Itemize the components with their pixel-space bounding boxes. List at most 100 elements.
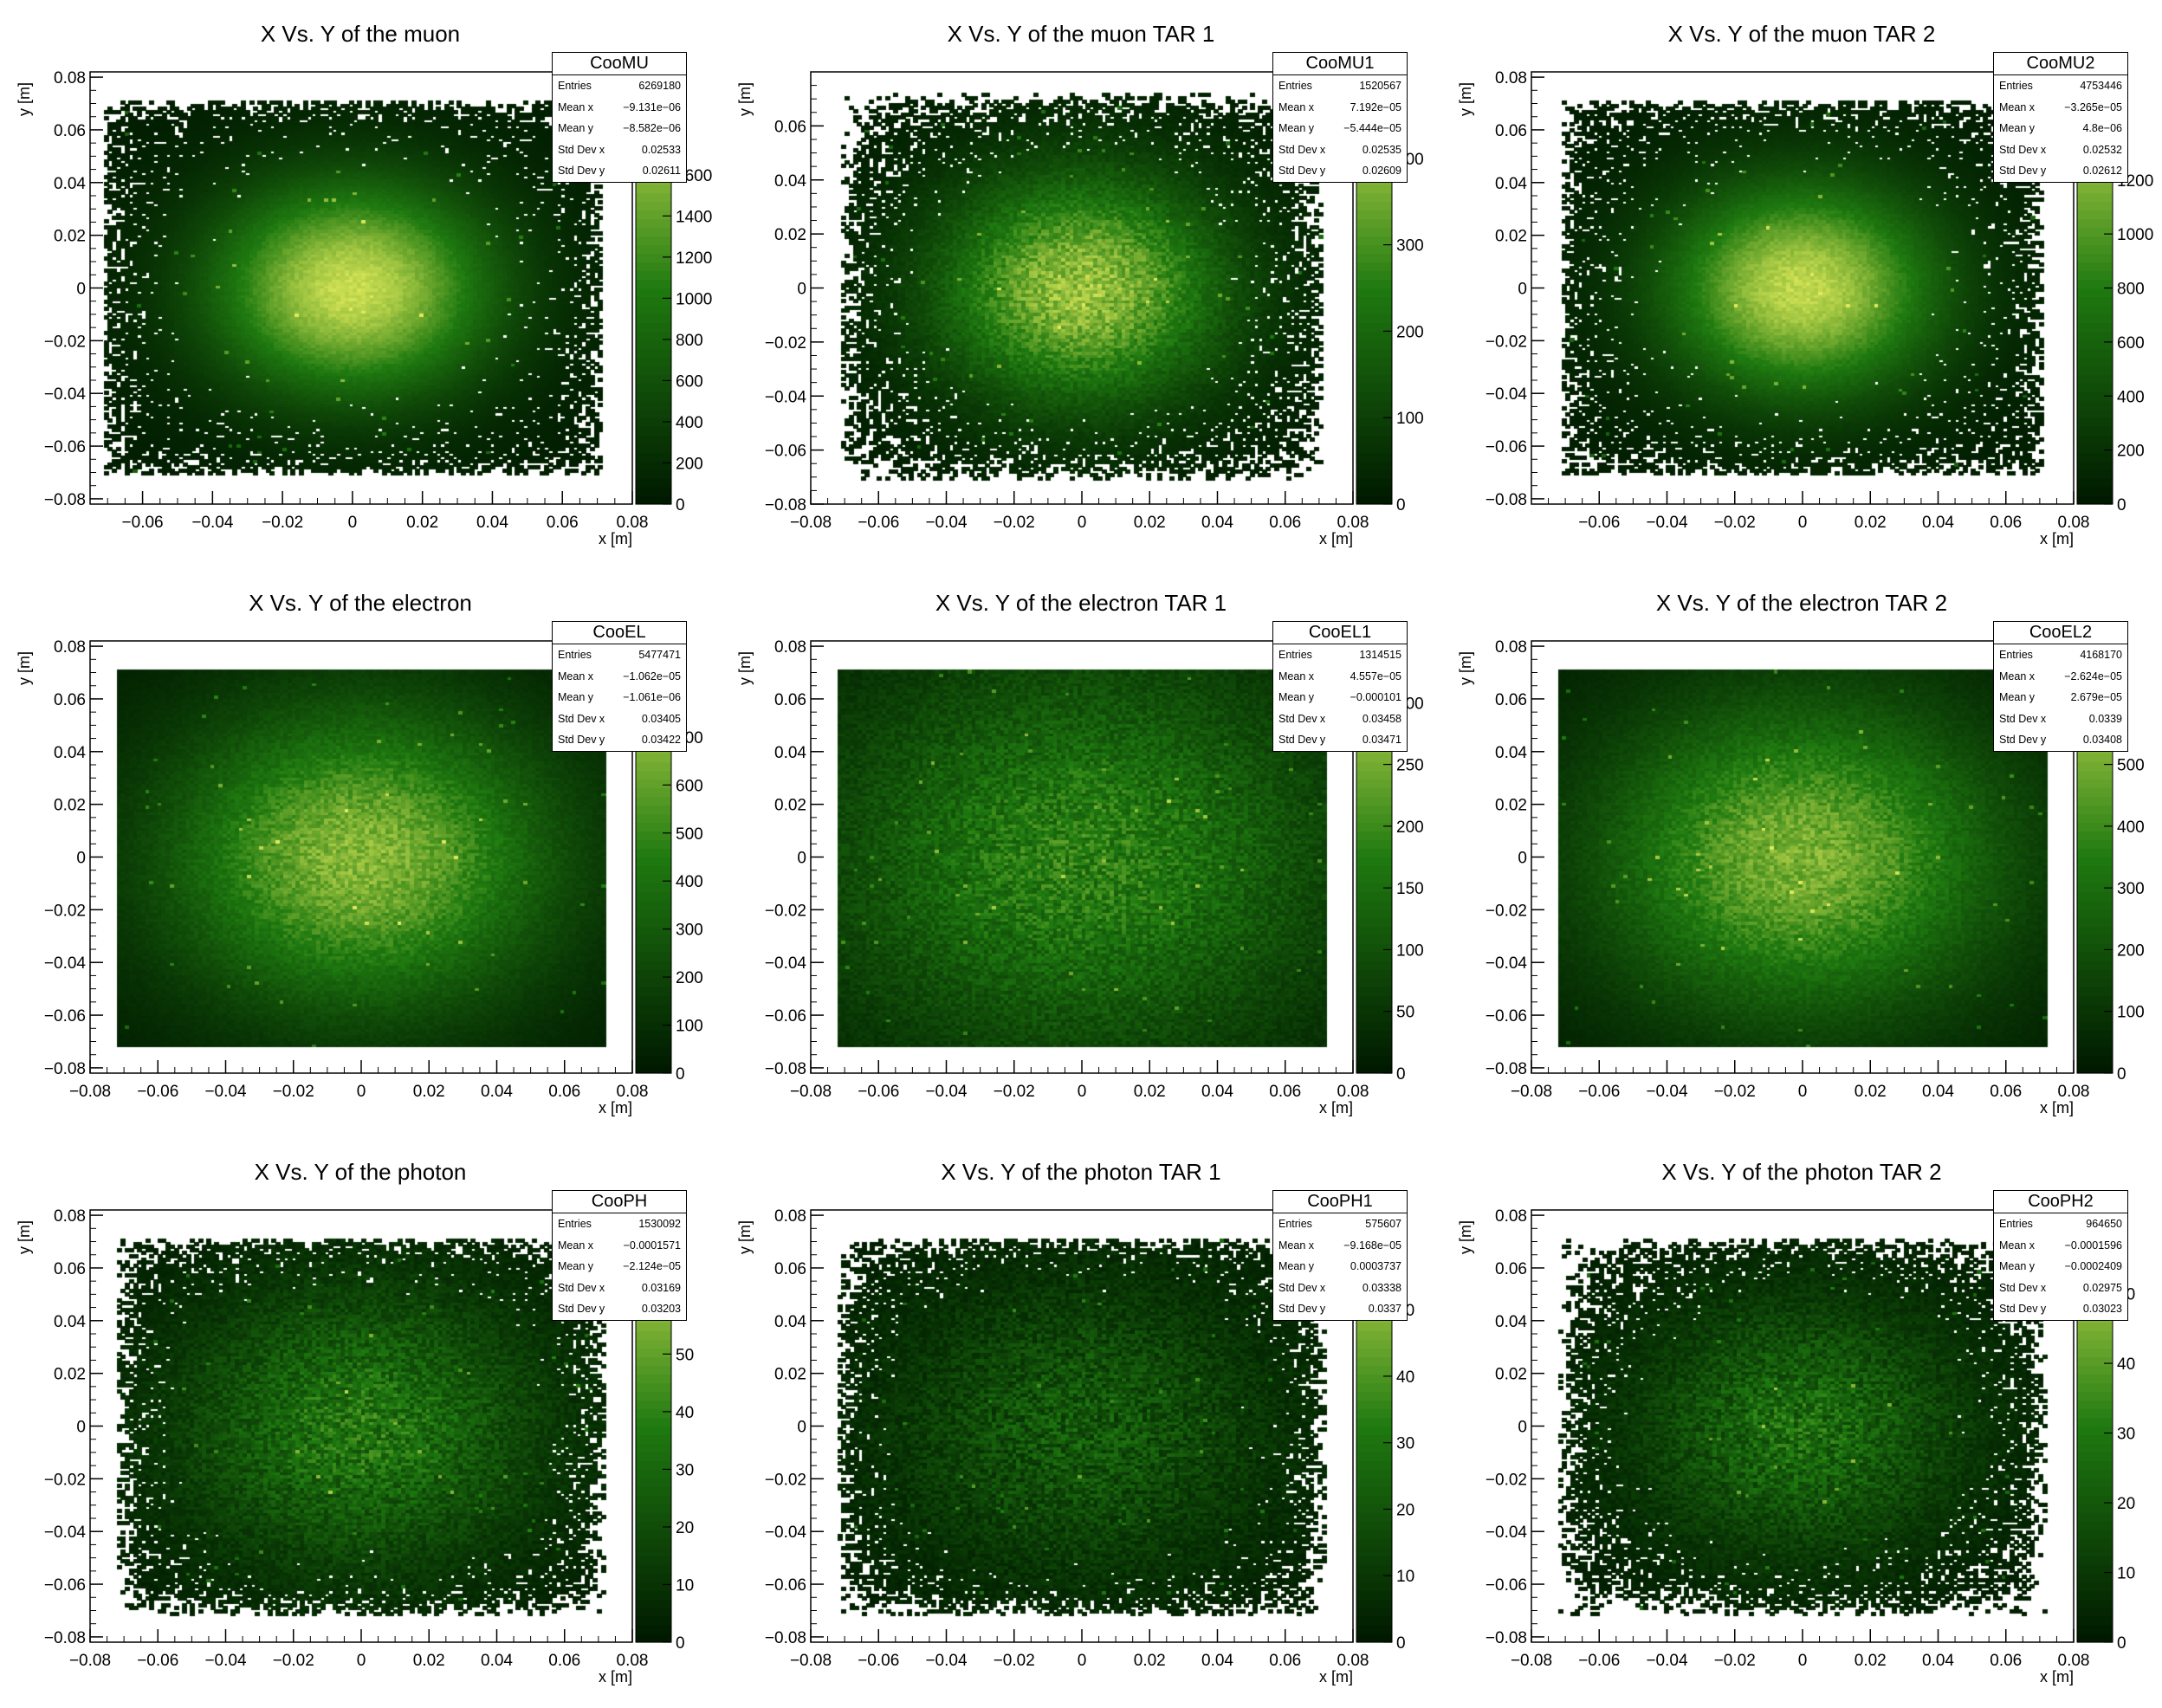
z-tick-label: 1200 [676,249,712,268]
palette-segment [1356,1625,1392,1634]
z-tick-label: 20 [2117,1495,2135,1513]
palette-segment [1356,1322,1392,1332]
palette-segment [636,753,671,763]
stats-value: 0.02975 [2082,1281,2122,1294]
y-tick-label: 0.02 [774,226,806,244]
palette-segment [636,296,671,307]
histogram-panel: X Vs. Y of the electron −0.08 −0.06 −0.04 −0… [0,569,721,1138]
stats-row: Std Dev y 0.02612 [1994,160,2127,182]
heatmap-svg: X Vs. Y of the muon TAR 2 −0.06 −0.04 −0.02… [1457,21,2153,547]
palette-segment [636,1547,671,1556]
palette-segment [2077,1486,2113,1496]
stats-row: Mean x −1.062e−05 [553,666,686,688]
palette-segment [1356,1478,1392,1487]
palette-segment [1356,805,1392,815]
y-tick-label: 0.06 [1495,691,1527,709]
palette-segment [636,831,671,841]
z-tick-label: 100 [2117,1004,2145,1022]
z-tick-label: 400 [676,414,703,432]
stats-key: Entries [1999,649,2033,661]
palette-segment [2077,865,2113,876]
palette-segment [1356,305,1392,315]
palette-segment [1356,917,1392,927]
stats-key: Entries [558,649,592,661]
palette-segment [2077,917,2113,927]
palette-segment [2077,1452,2113,1462]
stats-value: 0.0339 [2088,712,2122,725]
palette-segment [2077,374,2113,384]
palette-segment [2077,1382,2113,1393]
palette-segment [2077,770,2113,780]
y-tick-label: −0.04 [765,1524,807,1542]
z-tick-label: 800 [676,332,703,350]
histogram-panel: X Vs. Y of the muon TAR 1 −0.08 −0.06 −0.04… [721,0,1441,569]
x-tick-label: −0.08 [790,1083,832,1101]
stats-key: Mean y [1278,1260,1314,1272]
palette-segment [636,1038,671,1048]
stats-key: Std Dev x [1278,143,1326,156]
x-tick-label: −0.08 [790,514,832,532]
z-tick-label: 1000 [2117,226,2153,244]
stats-row: Mean y 0.0003737 [1273,1256,1407,1278]
palette-segment [636,1582,671,1591]
heatmap-cells [90,1210,632,1642]
z-tick-label: 100 [676,1018,703,1036]
palette-segment [636,1382,671,1393]
stats-value: 964650 [2086,1218,2122,1230]
stats-key: Mean y [558,1260,593,1272]
stats-value: 0.0003737 [1350,1260,1401,1272]
stats-box: CooEL Entries 5477471 Mean x −1.062e−05 Mean … [552,621,687,752]
x-tick-label: −0.04 [1646,514,1688,532]
palette-segment [636,1452,671,1462]
plot-title: X Vs. Y of the electron TAR 1 [935,590,1227,616]
palette-segment [636,305,671,315]
stats-value: −2.124e−05 [623,1260,681,1272]
palette-segment [1356,478,1392,488]
stats-value: 575607 [1365,1218,1401,1230]
x-tick-label: 0 [1078,514,1087,532]
stats-row: Entries 4753446 [1994,75,2127,97]
palette-segment [636,1521,671,1530]
palette-segment [1356,761,1392,772]
y-tick-label: 0.02 [1495,1366,1527,1384]
y-tick-label: −0.06 [765,1576,806,1595]
palette-segment [636,340,671,349]
stats-value: −9.131e−06 [623,100,681,113]
palette-segment [2077,943,2113,953]
z-tick-label: 300 [1396,237,1424,256]
histogram-name: CooPH [553,1191,686,1213]
palette-segment [1356,1426,1392,1436]
y-tick-label: −0.06 [765,1007,806,1025]
x-axis-label: x [m] [599,1668,632,1685]
palette-segment [1356,1504,1392,1513]
palette-segment [636,227,671,237]
stats-value: 0.03458 [1362,712,1401,725]
palette-segment [2077,969,2113,979]
y-tick-label: 0.06 [54,691,86,709]
z-tick-label: 300 [676,922,703,940]
stats-key: Mean y [558,122,593,134]
stats-row: Entries 575607 [1273,1213,1407,1235]
y-tick-label: −0.08 [765,1629,806,1647]
palette-segment [2077,495,2113,505]
stats-key: Std Dev y [1278,165,1326,177]
palette-segment [636,978,671,987]
x-tick-label: −0.02 [1714,1652,1756,1670]
z-tick-label: 0 [676,1634,685,1653]
palette-segment [636,900,671,909]
y-tick-label: 0.08 [1495,69,1527,87]
z-tick-label: 600 [2117,334,2145,353]
stats-key: Mean x [558,1239,593,1252]
palette-segment [1356,865,1392,876]
palette-segment [2077,1365,2113,1375]
stats-value: 4.557e−05 [1350,670,1401,683]
palette-segment [2077,236,2113,246]
palette-segment [1356,857,1392,867]
y-tick-label: −0.06 [44,1007,86,1025]
palette-segment [1356,1047,1392,1057]
stats-row: Entries 4168170 [1994,644,2127,666]
y-tick-label: 0.08 [54,638,86,657]
y-tick-label: 0.04 [1495,175,1527,193]
x-tick-label: 0 [1078,1652,1087,1670]
y-tick-label: 0.06 [774,118,806,136]
